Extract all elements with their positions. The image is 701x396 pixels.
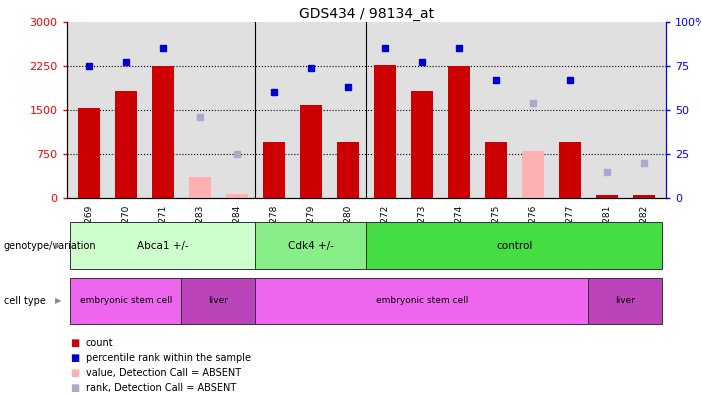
Text: ■: ■ — [70, 383, 79, 393]
Text: value, Detection Call = ABSENT: value, Detection Call = ABSENT — [86, 367, 240, 378]
Text: rank, Detection Call = ABSENT: rank, Detection Call = ABSENT — [86, 383, 236, 393]
Text: ■: ■ — [70, 367, 79, 378]
Bar — [78, 108, 100, 198]
Bar — [182, 278, 255, 324]
Text: embryonic stem cell: embryonic stem cell — [376, 297, 468, 305]
Bar — [588, 278, 662, 324]
Text: Cdk4 +/-: Cdk4 +/- — [288, 240, 334, 251]
Bar — [255, 222, 366, 268]
Text: cell type: cell type — [4, 296, 46, 306]
Text: control: control — [496, 240, 533, 251]
Bar — [448, 66, 470, 198]
Bar — [336, 142, 359, 198]
Bar — [411, 91, 433, 198]
Bar — [115, 91, 137, 198]
Text: liver: liver — [208, 297, 229, 305]
Text: ■: ■ — [70, 337, 79, 348]
Bar — [300, 105, 322, 198]
Text: ▶: ▶ — [55, 241, 62, 250]
Text: percentile rank within the sample: percentile rank within the sample — [86, 352, 250, 363]
Text: liver: liver — [615, 297, 635, 305]
Text: genotype/variation: genotype/variation — [4, 240, 96, 251]
Bar — [632, 195, 655, 198]
Text: Abca1 +/-: Abca1 +/- — [137, 240, 189, 251]
Bar — [374, 65, 396, 198]
Bar — [151, 66, 174, 198]
Bar — [226, 194, 248, 198]
Text: ▶: ▶ — [55, 297, 62, 305]
Text: embryonic stem cell: embryonic stem cell — [80, 297, 172, 305]
Bar — [255, 278, 588, 324]
Bar — [263, 142, 285, 198]
Bar — [522, 151, 544, 198]
Text: count: count — [86, 337, 113, 348]
Title: GDS434 / 98134_at: GDS434 / 98134_at — [299, 7, 434, 21]
Bar — [596, 195, 618, 198]
Bar — [70, 222, 255, 268]
Bar — [189, 177, 211, 198]
Bar — [366, 222, 662, 268]
Bar — [484, 142, 507, 198]
Bar — [70, 278, 182, 324]
Text: ■: ■ — [70, 352, 79, 363]
Bar — [559, 142, 581, 198]
